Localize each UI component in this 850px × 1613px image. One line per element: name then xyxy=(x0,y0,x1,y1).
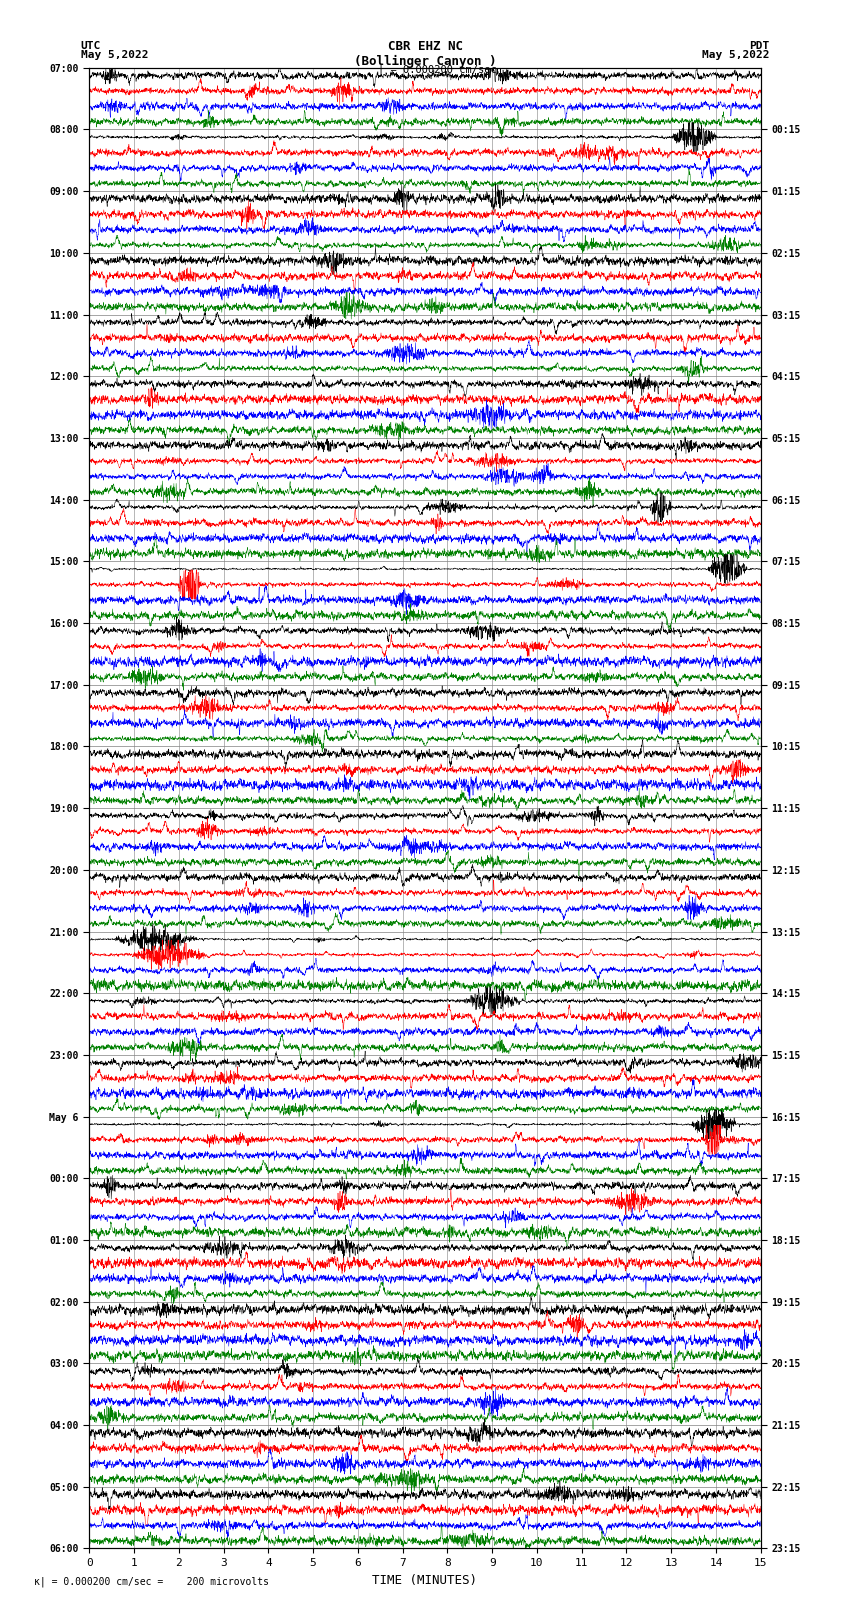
Text: May 5,2022: May 5,2022 xyxy=(81,50,148,60)
X-axis label: TIME (MINUTES): TIME (MINUTES) xyxy=(372,1574,478,1587)
Text: UTC: UTC xyxy=(81,40,101,52)
Text: κ| = 0.000200 cm/sec =    200 microvolts: κ| = 0.000200 cm/sec = 200 microvolts xyxy=(34,1576,269,1587)
Title: CBR EHZ NC
(Bollinger Canyon ): CBR EHZ NC (Bollinger Canyon ) xyxy=(354,40,496,68)
Text: PDT: PDT xyxy=(749,40,769,52)
Text: May 5,2022: May 5,2022 xyxy=(702,50,769,60)
Text: | = 0.000200 cm/sec: | = 0.000200 cm/sec xyxy=(378,65,497,76)
